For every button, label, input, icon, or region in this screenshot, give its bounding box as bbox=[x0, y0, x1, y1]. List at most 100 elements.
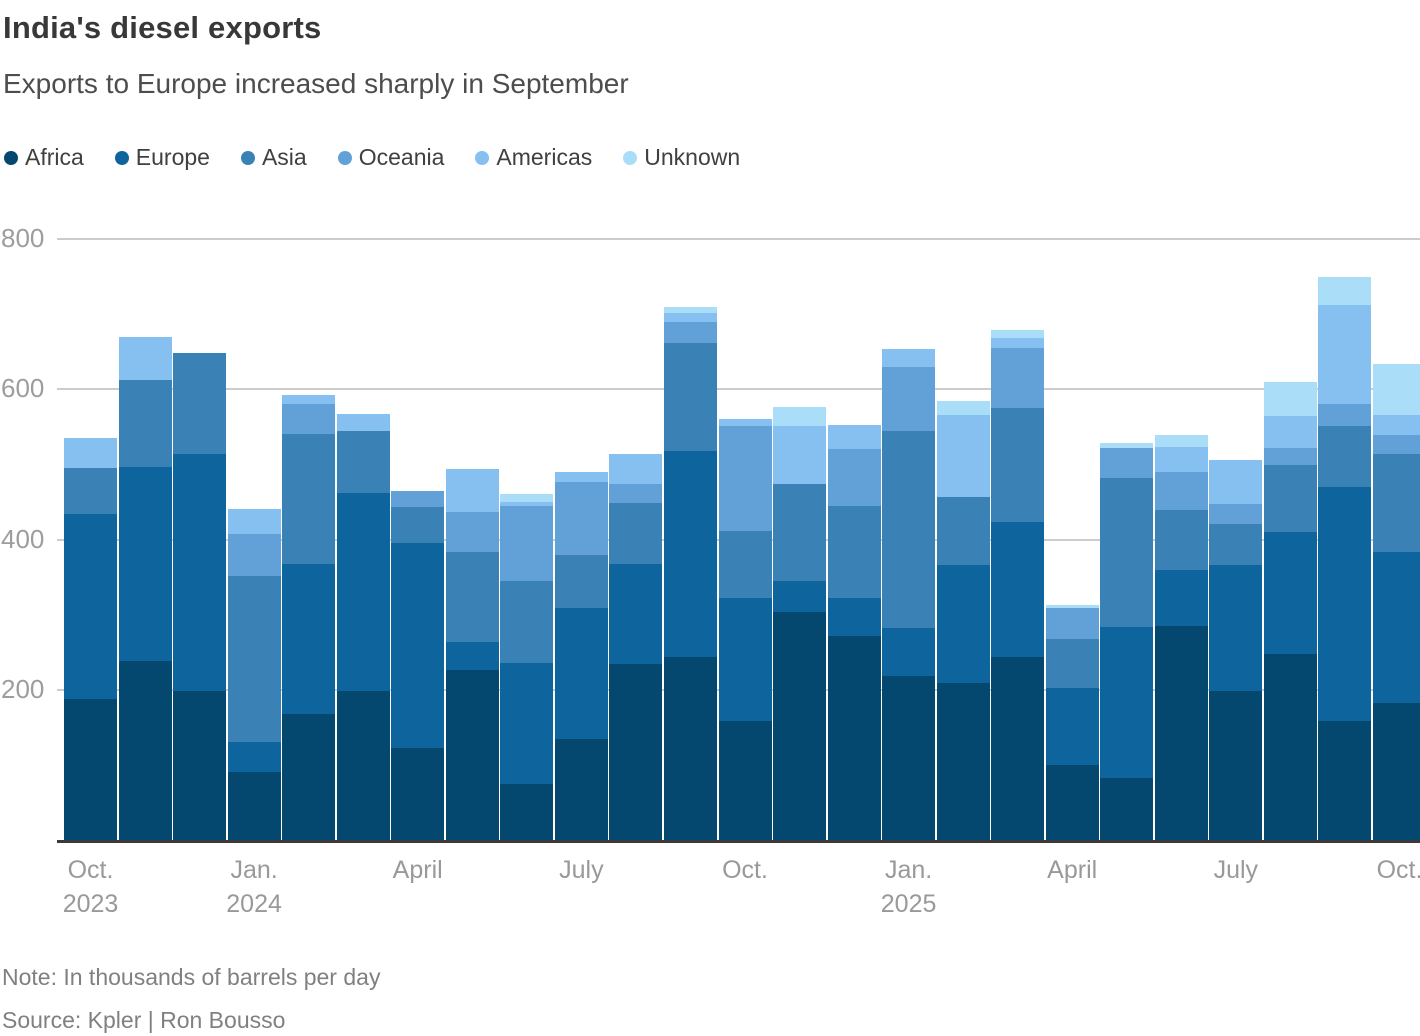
segment-asia-apr-2025 bbox=[1045, 639, 1099, 688]
y-tick-label-400: 400 bbox=[1, 523, 45, 554]
bar-oct-2023 bbox=[64, 438, 117, 840]
segment-unknown-oct-2025 bbox=[1373, 363, 1420, 415]
segment-oceania-feb-2024 bbox=[282, 403, 336, 434]
segment-americas-sep-2025 bbox=[1318, 305, 1372, 405]
segment-africa-oct-2024 bbox=[718, 721, 772, 840]
bar-dec-2024 bbox=[827, 424, 881, 840]
segment-oceania-may-2025 bbox=[1100, 447, 1154, 478]
segment-americas-jan-2025 bbox=[882, 348, 936, 367]
page-title: India's diesel exports bbox=[3, 10, 322, 45]
segment-africa-aug-2025 bbox=[1263, 653, 1317, 840]
segment-americas-feb-2024 bbox=[282, 395, 336, 404]
bar-apr-2025 bbox=[1045, 604, 1099, 840]
segment-europe-apr-2025 bbox=[1045, 687, 1099, 765]
bar-sep-2025 bbox=[1318, 277, 1372, 840]
bar-jul-2025 bbox=[1209, 459, 1263, 840]
segment-oceania-jun-2025 bbox=[1154, 472, 1208, 511]
segment-asia-nov-2024 bbox=[773, 483, 826, 581]
bar-feb-2025 bbox=[936, 400, 990, 840]
bar-aug-2024 bbox=[609, 453, 663, 840]
bar-jun-2024 bbox=[500, 493, 554, 840]
segment-oceania-aug-2024 bbox=[609, 483, 663, 503]
segment-oceania-sep-2024 bbox=[663, 322, 717, 343]
segment-africa-apr-2025 bbox=[1045, 764, 1099, 840]
x-tick-label-april: April bbox=[392, 856, 443, 884]
segment-unknown-jun-2025 bbox=[1154, 435, 1208, 448]
x-tick-label-april: April bbox=[1047, 856, 1098, 884]
segment-oceania-jan-2025 bbox=[882, 366, 936, 431]
segment-unknown-apr-2025 bbox=[1045, 604, 1099, 608]
segment-europe-nov-2023 bbox=[118, 467, 172, 662]
segment-africa-jun-2024 bbox=[500, 783, 554, 840]
segment-americas-jan-2024 bbox=[227, 509, 281, 535]
segment-asia-aug-2024 bbox=[609, 502, 663, 564]
segment-oceania-may-2024 bbox=[445, 511, 499, 553]
segment-africa-jun-2025 bbox=[1154, 625, 1208, 840]
bar-mar-2024 bbox=[336, 414, 390, 840]
bar-oct-2024 bbox=[718, 418, 772, 840]
segment-oceania-jan-2024 bbox=[227, 534, 281, 577]
segment-europe-jun-2024 bbox=[500, 662, 554, 784]
segment-asia-mar-2024 bbox=[336, 430, 390, 494]
y-tick-label-200: 200 bbox=[1, 673, 45, 704]
segment-americas-jun-2024 bbox=[500, 501, 554, 507]
segment-americas-jul-2025 bbox=[1209, 459, 1263, 505]
segment-unknown-mar-2025 bbox=[991, 329, 1045, 339]
legend-dot-africa bbox=[4, 150, 18, 165]
segment-asia-feb-2025 bbox=[936, 496, 990, 566]
bar-nov-2023 bbox=[118, 337, 172, 840]
segment-europe-may-2025 bbox=[1100, 626, 1154, 778]
segment-europe-may-2024 bbox=[445, 641, 499, 671]
segment-asia-dec-2023 bbox=[173, 352, 227, 454]
segment-americas-jun-2025 bbox=[1154, 447, 1208, 473]
segment-oceania-dec-2024 bbox=[827, 448, 881, 506]
gridline-800 bbox=[57, 238, 1420, 240]
segment-americas-dec-2024 bbox=[827, 424, 881, 449]
segment-asia-nov-2023 bbox=[118, 379, 172, 468]
segment-asia-feb-2024 bbox=[282, 433, 336, 565]
bar-jan-2024 bbox=[227, 509, 281, 840]
legend-item-unknown: Unknown bbox=[623, 144, 740, 171]
segment-europe-oct-2025 bbox=[1373, 552, 1420, 704]
bar-nov-2024 bbox=[773, 406, 826, 840]
legend-dot-europe bbox=[114, 150, 129, 165]
legend-item-europe: Europe bbox=[114, 144, 210, 171]
segment-africa-mar-2025 bbox=[991, 657, 1045, 840]
bar-may-2024 bbox=[445, 468, 499, 840]
segment-africa-apr-2024 bbox=[391, 747, 445, 840]
legend-label-africa: Africa bbox=[25, 144, 84, 170]
segment-americas-jul-2024 bbox=[554, 471, 608, 482]
segment-americas-oct-2024 bbox=[718, 418, 772, 427]
segment-africa-nov-2024 bbox=[773, 612, 826, 840]
legend: Africa Europe Asia Oceania Americas Unknown bbox=[4, 144, 740, 171]
segment-africa-oct-2023 bbox=[64, 698, 117, 840]
legend-label-americas: Americas bbox=[496, 144, 593, 170]
segment-oceania-jul-2024 bbox=[554, 481, 608, 555]
segment-americas-nov-2023 bbox=[118, 337, 172, 380]
segment-americas-mar-2025 bbox=[991, 338, 1045, 348]
x-tick-label-jan-2024: Jan. 2024 bbox=[226, 856, 282, 918]
segment-americas-aug-2024 bbox=[609, 453, 663, 484]
legend-item-americas: Americas bbox=[475, 144, 592, 171]
segment-europe-sep-2025 bbox=[1318, 487, 1372, 721]
x-axis-line bbox=[57, 840, 1420, 843]
x-tick-label-july: July bbox=[559, 856, 604, 884]
x-tick-label-jan-2025: Jan. 2025 bbox=[880, 856, 937, 918]
segment-unknown-sep-2025 bbox=[1318, 277, 1372, 306]
segment-oceania-mar-2025 bbox=[991, 347, 1045, 409]
legend-label-oceania: Oceania bbox=[358, 144, 445, 170]
segment-oceania-aug-2025 bbox=[1263, 447, 1317, 466]
bar-jun-2025 bbox=[1154, 435, 1208, 840]
legend-dot-unknown bbox=[623, 150, 638, 165]
bar-may-2025 bbox=[1100, 442, 1154, 840]
segment-asia-oct-2024 bbox=[718, 531, 772, 599]
segment-africa-mar-2024 bbox=[336, 691, 390, 840]
segment-asia-may-2024 bbox=[445, 552, 499, 642]
segment-europe-oct-2024 bbox=[718, 598, 772, 722]
bar-jan-2025 bbox=[882, 348, 936, 840]
segment-asia-jan-2025 bbox=[882, 430, 936, 629]
segment-oceania-apr-2025 bbox=[1045, 607, 1099, 640]
segment-asia-jan-2024 bbox=[227, 576, 281, 742]
segment-americas-nov-2024 bbox=[773, 426, 826, 484]
segment-europe-mar-2024 bbox=[336, 493, 390, 692]
